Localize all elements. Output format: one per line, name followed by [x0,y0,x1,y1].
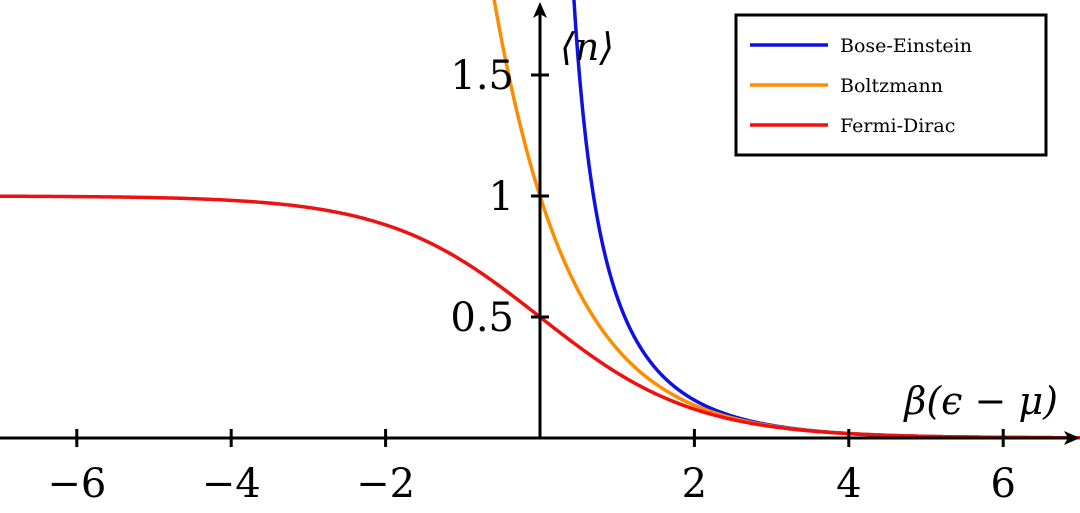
legend-label: Bose-Einstein [840,35,972,57]
x-axis-label: β(ϵ − μ) [902,379,1058,423]
y-tick-label: 1.5 [450,53,514,99]
y-tick-label: 1 [489,174,514,220]
x-tick-label: 6 [990,461,1015,507]
y-axis-arrow [533,2,547,18]
x-tick-label: 4 [836,461,861,507]
x-tick-label: −4 [202,461,261,507]
y-axis-label: ⟨n⟩ [560,25,614,69]
legend-label: Fermi-Dirac [840,115,955,137]
x-axis-arrow [1064,431,1080,445]
x-tick-label: −2 [356,461,415,507]
legend-label: Boltzmann [840,75,943,97]
x-tick-label: −6 [47,461,106,507]
legend: Bose-Einstein Boltzmann Fermi-Dirac [734,13,1048,157]
x-tick-label: 2 [682,461,707,507]
y-tick-label: 0.5 [450,295,514,341]
